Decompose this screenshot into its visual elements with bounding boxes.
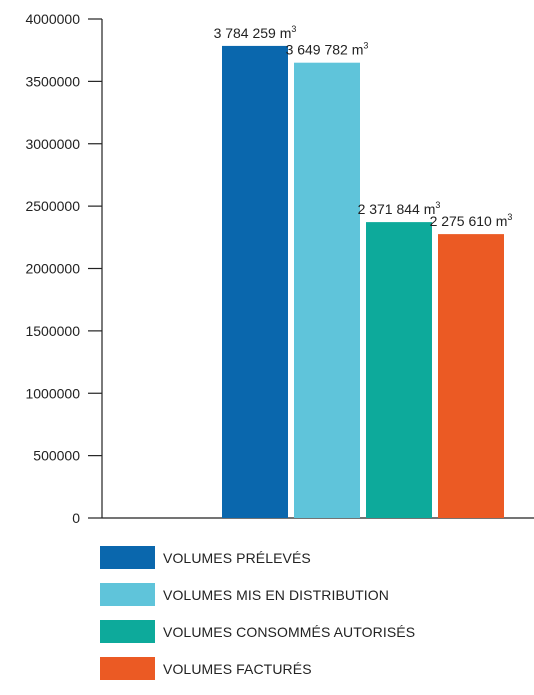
- bar-value-label: 2 371 844 m3: [358, 200, 441, 217]
- bar: [222, 45, 288, 518]
- y-tick-label: 4000000: [25, 11, 80, 27]
- y-tick-label: 3000000: [25, 136, 80, 152]
- data-labels: 3 784 259 m33 649 782 m3 2 371 844 m32 27…: [214, 24, 513, 229]
- y-tick-label: 2000000: [25, 261, 80, 277]
- bar-value-label: 3 784 259 m3: [214, 24, 297, 41]
- y-tick-label: 1000000: [25, 385, 80, 401]
- legend-swatch: [100, 620, 155, 643]
- bar: [366, 222, 432, 518]
- legend-label: VOLUMES MIS EN DISTRIBUTION: [163, 586, 389, 603]
- bar-value-label: 2 275 610 m3: [430, 212, 513, 229]
- legend-swatch: [100, 546, 155, 569]
- legend-item: VOLUMES CONSOMMÉS AUTORISÉS: [100, 620, 415, 643]
- bar-value-label: 3 649 782 m3: [286, 41, 369, 58]
- legend-label: VOLUMES PRÉLEVÉS: [163, 549, 311, 566]
- legend-swatch: [100, 583, 155, 606]
- legend-item: VOLUMES FACTURÉS: [100, 657, 415, 680]
- bar: [294, 62, 360, 518]
- bar-chart: 0 500000 1000000 1500000 2000000 2500000 30000…: [25, 11, 534, 526]
- y-tick-label: 500000: [33, 448, 80, 464]
- legend-label: VOLUMES CONSOMMÉS AUTORISÉS: [163, 623, 416, 640]
- y-axis-ticks: 0 500000 1000000 1500000 2000000 2500000 30000…: [25, 11, 102, 526]
- bars: [222, 45, 504, 518]
- y-tick-label: 0: [72, 510, 80, 526]
- legend: VOLUMES PRÉLEVÉS VOLUMES MIS EN DISTRIBUT…: [100, 546, 415, 694]
- y-tick-label: 2500000: [25, 198, 80, 214]
- bar: [438, 234, 504, 518]
- legend-swatch: [100, 657, 155, 680]
- legend-label: VOLUMES FACTURÉS: [163, 660, 312, 677]
- y-tick-label: 3500000: [25, 73, 80, 89]
- legend-item: VOLUMES MIS EN DISTRIBUTION: [100, 583, 415, 606]
- legend-item: VOLUMES PRÉLEVÉS: [100, 546, 415, 569]
- y-tick-label: 1500000: [25, 323, 80, 339]
